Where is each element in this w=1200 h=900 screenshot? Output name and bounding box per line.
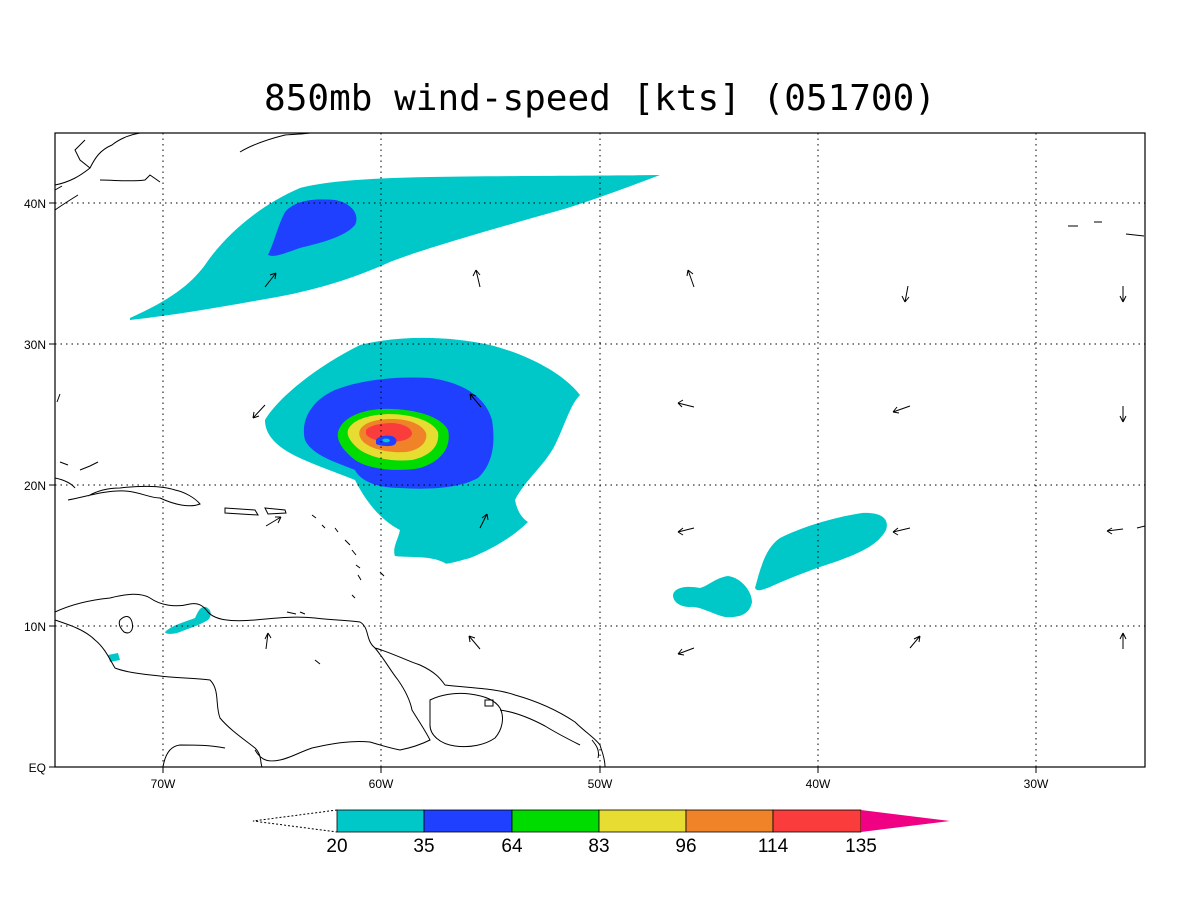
wind-arrow — [264, 272, 277, 288]
storm-eye-20kt — [382, 438, 390, 443]
coastlines — [54, 132, 1146, 768]
colorbar-label: 35 — [413, 836, 434, 857]
wind-arrow — [264, 632, 272, 650]
lon-tick-label: 60W — [369, 777, 394, 791]
wind-arrow — [56, 393, 61, 403]
wind-arrow — [901, 285, 910, 303]
caribbean-patch-20kt — [165, 606, 211, 634]
wind-arrow — [265, 516, 282, 527]
lat-tick-label: 30N — [24, 338, 46, 352]
colorbar: 20 35 64 83 96 114 135 — [252, 809, 950, 857]
lon-tick-label: 50W — [588, 777, 613, 791]
east-small-patch-20kt — [673, 576, 752, 618]
lon-axis-labels: 70W 60W 50W 40W 30W — [151, 777, 1049, 791]
colorbar-swatch-64-83 — [511, 809, 600, 833]
wind-arrow — [469, 393, 482, 408]
lat-tick-label: 40N — [24, 197, 46, 211]
jet-core-35kt — [268, 199, 357, 256]
jet-band-20kt — [130, 175, 660, 320]
colorbar-low-end — [252, 809, 338, 833]
wind-arrow — [1119, 286, 1127, 303]
lon-tick-label: 40W — [806, 777, 831, 791]
lat-tick-label: 10N — [24, 620, 46, 634]
wind-vectors — [56, 269, 1127, 656]
wind-arrow — [472, 269, 481, 288]
axis-ticks — [49, 202, 1037, 773]
lon-tick-label: 70W — [151, 777, 176, 791]
wind-arrow — [892, 405, 911, 414]
lat-tick-label: 20N — [24, 479, 46, 493]
wind-arrow — [1106, 527, 1124, 535]
wind-arrow — [677, 527, 695, 536]
lat-axis-labels: 40N 30N 20N 10N EQ — [24, 197, 46, 775]
east-patch-20kt — [755, 512, 887, 591]
wind-arrow — [1119, 632, 1127, 649]
colorbar-label: 64 — [501, 836, 523, 857]
lon-tick-label: 30W — [1024, 777, 1049, 791]
colorbar-label: 20 — [326, 836, 347, 857]
wind-arrow — [892, 527, 911, 536]
storm-114kt — [366, 423, 412, 442]
colorbar-swatch-35-64 — [423, 809, 513, 833]
colorbar-swatch-114-135 — [772, 809, 862, 833]
graticule — [55, 133, 1145, 767]
wind-arrow — [677, 647, 695, 656]
colorbar-swatch-83-96 — [598, 809, 687, 833]
wind-arrow — [686, 269, 695, 288]
colorbar-label: 96 — [675, 836, 696, 857]
map-frame — [54, 132, 1146, 768]
wind-arrow — [479, 513, 489, 529]
colorbar-label: 83 — [588, 836, 609, 857]
colorbar-swatch-20-35 — [336, 809, 425, 833]
wind-arrow — [468, 635, 481, 650]
colorbar-swatch-96-114 — [685, 809, 774, 833]
wind-speed-shading — [108, 175, 887, 662]
wind-arrow — [677, 399, 695, 408]
map-title: 850mb wind-speed [kts] (051700) — [264, 78, 936, 119]
colorbar-high-end — [861, 810, 950, 832]
colorbar-label: 135 — [845, 836, 877, 857]
lat-tick-label: EQ — [29, 761, 46, 775]
colorbar-label: 114 — [758, 836, 789, 857]
wind-arrow — [252, 404, 266, 419]
coast-patch-20kt — [108, 653, 120, 662]
wind-arrow — [909, 635, 921, 649]
wind-arrow — [1119, 406, 1127, 423]
